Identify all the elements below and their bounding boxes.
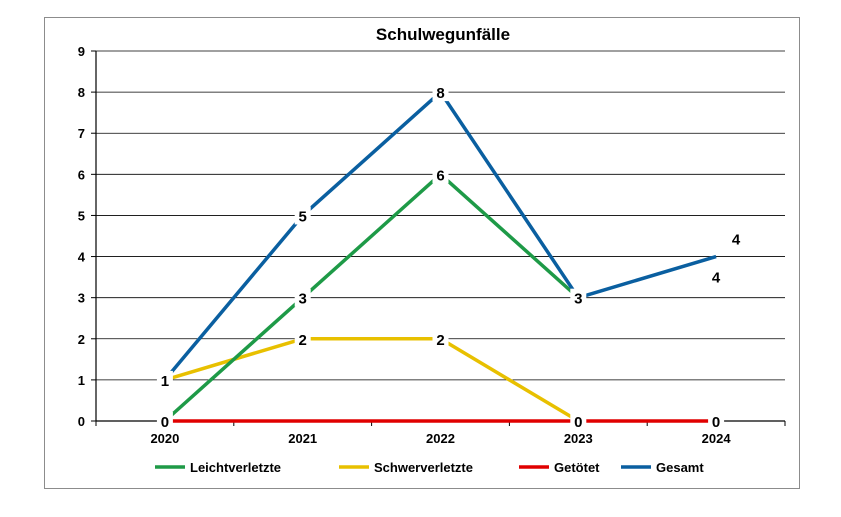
y-tick-label: 5 [78, 208, 85, 223]
x-tick-label: 2023 [564, 431, 593, 446]
y-tick-label: 4 [78, 250, 86, 265]
y-tick-label: 9 [78, 44, 85, 59]
data-label-bg [294, 329, 311, 348]
data-label-leichtverletzte: 4 [712, 270, 721, 287]
y-tick-label: 2 [78, 332, 85, 347]
data-label-bg [432, 165, 449, 184]
x-tick-label: 2022 [426, 431, 455, 446]
y-tick-label: 3 [78, 291, 85, 306]
series-line-leichtverletzte [163, 172, 580, 423]
data-label-bg [156, 412, 173, 430]
data-label-bg [432, 83, 449, 102]
y-tick-label: 7 [78, 126, 85, 141]
x-tick-label: 2021 [288, 431, 317, 446]
data-label-bg [432, 329, 449, 348]
legend-item-schwerverletzte: Schwerverletzte [339, 460, 473, 475]
data-label-bg [294, 206, 311, 225]
legend: Leichtverletzte Schwerverletzte Getötet Ges… [155, 460, 704, 475]
x-tick-label: 2024 [702, 431, 732, 446]
data-label-leichtverletzte: 3 [574, 291, 582, 308]
y-tick-label: 6 [78, 167, 85, 182]
data-label-schwerverletzte: 2 [299, 332, 307, 349]
legend-item-gesamt: Gesamt [621, 460, 704, 475]
y-tick-label: 8 [78, 85, 85, 100]
data-label-bg [156, 370, 173, 389]
data-label-schwerverletzte: 1 [161, 373, 169, 390]
data-label-bg [570, 288, 587, 307]
data-label-bg [708, 267, 725, 286]
chart-frame: Schulwegunfälle 0 1 2 3 4 5 6 7 8 9 2020 2021 2022 20… [44, 17, 800, 489]
data-label-gesamt: 4 [732, 232, 741, 249]
legend-item-getötet: Getötet [519, 460, 600, 475]
data-label-getötet: 0 [712, 414, 720, 431]
legend-item-leichtverletzte: Leichtverletzte [155, 460, 281, 475]
legend-label: Getötet [554, 460, 600, 475]
data-label-leichtverletzte: 6 [436, 167, 444, 184]
chart-title: Schulwegunfälle [376, 25, 510, 44]
legend-label: Leichtverletzte [190, 460, 281, 475]
data-label-gesamt: 8 [436, 85, 444, 102]
x-tick-label: 2020 [150, 431, 179, 446]
data-labels: 0 3 6 3 4 1 2 2 0 0 5 8 4 [156, 83, 745, 431]
data-label-gesamt: 5 [299, 208, 307, 225]
data-label-bg [708, 412, 725, 430]
data-label-bg [294, 288, 311, 307]
data-label-leichtverletzte: 0 [161, 414, 169, 431]
data-label-leichtverletzte: 3 [299, 291, 307, 308]
y-tick-label: 1 [78, 373, 85, 388]
data-label-bg [570, 412, 587, 430]
y-tick-label: 0 [78, 414, 85, 429]
data-label-schwerverletzte: 2 [436, 332, 444, 349]
data-label-bg [728, 229, 745, 248]
data-label-schwerverletzte: 0 [574, 414, 582, 431]
legend-label: Schwerverletzte [374, 460, 473, 475]
legend-label: Gesamt [656, 460, 704, 475]
